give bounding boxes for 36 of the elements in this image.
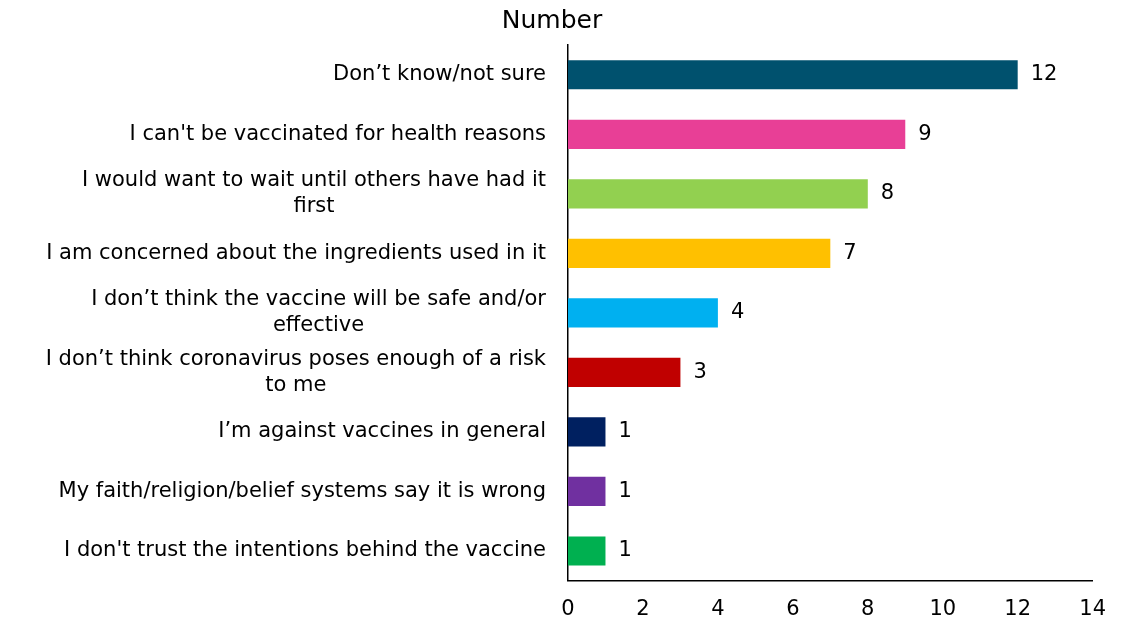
y-tick-label: I’m against vaccines in general <box>218 418 547 443</box>
y-tick-label: I don’t think the vaccine will be safe and/or effective <box>91 286 547 337</box>
data-label: 1 <box>618 418 632 443</box>
bar <box>568 238 831 268</box>
x-tick-label: 12 <box>1004 596 1032 621</box>
y-tick-label: I would want to wait until others have had it first <box>81 167 546 218</box>
y-tick-label: Don’t know/not sure <box>333 61 547 86</box>
data-label: 4 <box>730 299 745 324</box>
bar <box>568 119 906 149</box>
y-tick-label: I don't trust the intentions behind the vaccine <box>64 537 547 562</box>
y-tick-label: I don’t think coronavirus poses enough of a risk to me <box>45 345 547 396</box>
y-tick-label: I can't be vaccinated for health reasons <box>129 120 546 145</box>
x-tick-label: 0 <box>561 596 575 621</box>
bar <box>568 60 1018 90</box>
bar <box>568 417 606 447</box>
x-tick-label: 2 <box>636 596 650 621</box>
x-tick-label: 4 <box>711 596 725 621</box>
y-tick-label: I am concerned about the ingredients used in it <box>46 239 547 264</box>
bar <box>568 357 681 387</box>
bar <box>568 536 606 566</box>
x-tick-label: 14 <box>1079 596 1107 621</box>
data-label: 3 <box>693 358 707 383</box>
bar <box>568 298 718 328</box>
y-tick-label: My faith/religion/belief systems say it is wrong <box>58 477 546 502</box>
data-label: 9 <box>918 120 932 145</box>
data-label: 1 <box>618 537 632 562</box>
data-label: 8 <box>880 180 895 205</box>
x-tick-label: 10 <box>929 596 957 621</box>
bar <box>568 476 606 507</box>
chart-title: Number <box>501 4 603 34</box>
data-label: 1 <box>618 477 632 502</box>
x-tick-label: 8 <box>861 596 875 621</box>
data-label: 7 <box>843 239 857 264</box>
bar <box>568 179 868 209</box>
x-tick-label: 6 <box>786 596 800 621</box>
data-label: 12 <box>1030 61 1058 86</box>
